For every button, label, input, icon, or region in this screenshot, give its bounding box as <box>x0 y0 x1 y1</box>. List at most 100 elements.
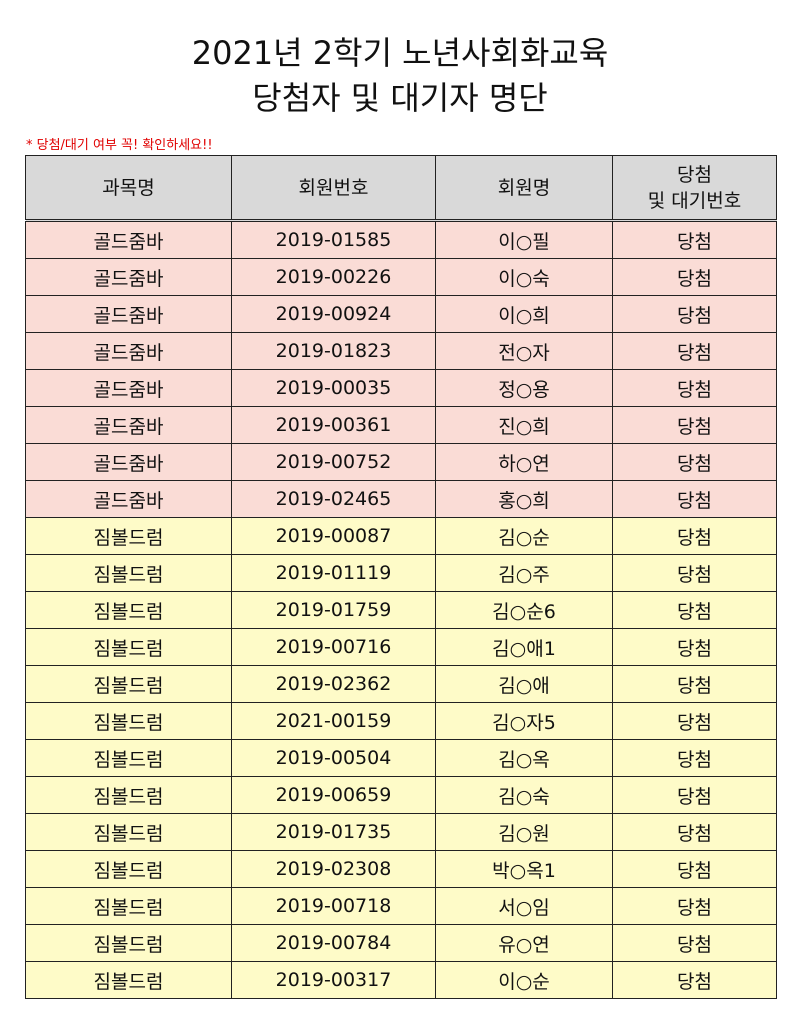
cell-course: 짐볼드럼 <box>25 813 232 851</box>
cell-status: 당첨 <box>612 702 777 740</box>
cell-member-no: 2019-00924 <box>231 295 436 333</box>
cell-course: 골드줌바 <box>25 480 232 518</box>
cell-course: 골드줌바 <box>25 295 232 333</box>
notice-text: * 당첨/대기 여부 꼭! 확인하세요!! <box>26 138 213 153</box>
cell-member-no: 2019-01119 <box>231 554 436 592</box>
table-row: 짐볼드럼 2019-01119 김○주 당첨 <box>25 554 777 592</box>
cell-member-name: 진○희 <box>435 406 613 444</box>
cell-member-name: 이○순 <box>435 961 613 999</box>
cell-member-name: 김○순 <box>435 517 613 555</box>
cell-course: 짐볼드럼 <box>25 887 232 925</box>
table-row: 짐볼드럼 2021-00159 김○자5 당첨 <box>25 702 777 740</box>
cell-course: 골드줌바 <box>25 332 232 370</box>
table-row: 짐볼드럼 2019-02308 박○옥1 당첨 <box>25 850 777 888</box>
cell-status: 당첨 <box>612 628 777 666</box>
cell-course: 짐볼드럼 <box>25 776 232 814</box>
page-title: 2021년 2학기 노년사회화교육 <box>191 34 609 72</box>
cell-course: 짐볼드럼 <box>25 924 232 962</box>
cell-course: 짐볼드럼 <box>25 665 232 703</box>
cell-status: 당첨 <box>612 961 777 999</box>
cell-member-name: 이○희 <box>435 295 613 333</box>
cell-member-no: 2019-01585 <box>231 220 436 259</box>
cell-member-no: 2019-00504 <box>231 739 436 777</box>
cell-course: 골드줌바 <box>25 443 232 481</box>
cell-course: 짐볼드럼 <box>25 591 232 629</box>
table-row: 골드줌바 2019-00226 이○숙 당첨 <box>25 258 777 296</box>
page-subtitle: 당첨자 및 대기자 명단 <box>252 79 548 117</box>
cell-member-no: 2019-01759 <box>231 591 436 629</box>
header-member-no: 회원번호 <box>231 155 436 222</box>
cell-member-no: 2019-00716 <box>231 628 436 666</box>
table-row: 골드줌바 2019-00035 정○용 당첨 <box>25 369 777 407</box>
cell-status: 당첨 <box>612 220 777 259</box>
header-status: 당첨 및 대기번호 <box>612 155 777 222</box>
cell-member-no: 2019-02465 <box>231 480 436 518</box>
cell-status: 당첨 <box>612 591 777 629</box>
cell-course: 짐볼드럼 <box>25 702 232 740</box>
table-row: 짐볼드럼 2019-01759 김○순6 당첨 <box>25 591 777 629</box>
table-header-row: 과목명 회원번호 회원명 당첨 및 대기번호 <box>25 155 777 222</box>
header-course: 과목명 <box>25 155 232 222</box>
table-row: 골드줌바 2019-00361 진○희 당첨 <box>25 406 777 444</box>
cell-course: 짐볼드럼 <box>25 554 232 592</box>
table-row: 짐볼드럼 2019-00659 김○숙 당첨 <box>25 776 777 814</box>
cell-member-name: 서○임 <box>435 887 613 925</box>
cell-status: 당첨 <box>612 517 777 555</box>
cell-member-no: 2019-00317 <box>231 961 436 999</box>
cell-member-name: 김○애 <box>435 665 613 703</box>
table-row: 골드줌바 2019-01823 전○자 당첨 <box>25 332 777 370</box>
cell-status: 당첨 <box>612 369 777 407</box>
cell-status: 당첨 <box>612 776 777 814</box>
cell-course: 짐볼드럼 <box>25 850 232 888</box>
cell-status: 당첨 <box>612 295 777 333</box>
cell-member-name: 김○숙 <box>435 776 613 814</box>
cell-member-no: 2019-00718 <box>231 887 436 925</box>
cell-member-name: 김○주 <box>435 554 613 592</box>
table-row: 골드줌바 2019-02465 홍○희 당첨 <box>25 480 777 518</box>
cell-course: 골드줌바 <box>25 369 232 407</box>
cell-member-name: 전○자 <box>435 332 613 370</box>
cell-member-no: 2019-00087 <box>231 517 436 555</box>
cell-status: 당첨 <box>612 443 777 481</box>
table-row: 짐볼드럼 2019-00716 김○애1 당첨 <box>25 628 777 666</box>
cell-member-name: 박○옥1 <box>435 850 613 888</box>
cell-member-no: 2021-00159 <box>231 702 436 740</box>
table-row: 짐볼드럼 2019-00718 서○임 당첨 <box>25 887 777 925</box>
cell-member-name: 이○숙 <box>435 258 613 296</box>
header-status-line1: 당첨 <box>677 163 712 186</box>
cell-course: 짐볼드럼 <box>25 739 232 777</box>
header-status-line2: 및 대기번호 <box>647 189 742 212</box>
cell-status: 당첨 <box>612 739 777 777</box>
cell-member-no: 2019-02362 <box>231 665 436 703</box>
cell-member-no: 2019-00035 <box>231 369 436 407</box>
result-table: 과목명 회원번호 회원명 당첨 및 대기번호 골드줌바 2019-01585 이○필… <box>25 155 777 999</box>
cell-member-no: 2019-00752 <box>231 443 436 481</box>
cell-member-name: 김○원 <box>435 813 613 851</box>
table-row: 짐볼드럼 2019-00317 이○순 당첨 <box>25 961 777 999</box>
table-row: 짐볼드럼 2019-00504 김○옥 당첨 <box>25 739 777 777</box>
cell-course: 골드줌바 <box>25 258 232 296</box>
table-row: 골드줌바 2019-00752 하○연 당첨 <box>25 443 777 481</box>
cell-member-name: 이○필 <box>435 220 613 259</box>
cell-status: 당첨 <box>612 665 777 703</box>
cell-status: 당첨 <box>612 813 777 851</box>
cell-status: 당첨 <box>612 887 777 925</box>
cell-member-no: 2019-01823 <box>231 332 436 370</box>
cell-member-no: 2019-00361 <box>231 406 436 444</box>
cell-status: 당첨 <box>612 850 777 888</box>
cell-course: 골드줌바 <box>25 220 232 259</box>
cell-member-name: 김○순6 <box>435 591 613 629</box>
cell-status: 당첨 <box>612 924 777 962</box>
cell-member-no: 2019-00659 <box>231 776 436 814</box>
cell-member-name: 홍○희 <box>435 480 613 518</box>
cell-member-name: 하○연 <box>435 443 613 481</box>
cell-status: 당첨 <box>612 480 777 518</box>
cell-course: 짐볼드럼 <box>25 517 232 555</box>
table-row: 짐볼드럼 2019-00784 유○연 당첨 <box>25 924 777 962</box>
table-row: 골드줌바 2019-00924 이○희 당첨 <box>25 295 777 333</box>
cell-member-name: 김○애1 <box>435 628 613 666</box>
table-row: 짐볼드럼 2019-01735 김○원 당첨 <box>25 813 777 851</box>
table-row: 짐볼드럼 2019-02362 김○애 당첨 <box>25 665 777 703</box>
cell-course: 짐볼드럼 <box>25 961 232 999</box>
table-body: 골드줌바 2019-01585 이○필 당첨 골드줌바 2019-00226 이○숙 당첨 골드… <box>25 220 777 999</box>
